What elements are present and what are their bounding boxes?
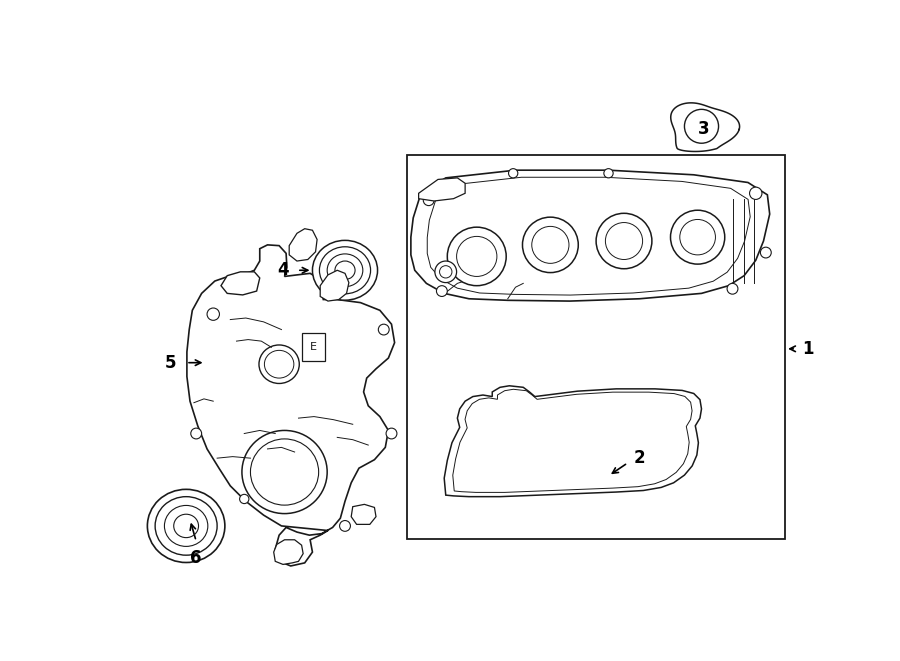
Polygon shape [445, 386, 701, 496]
Circle shape [760, 247, 771, 258]
Circle shape [523, 217, 579, 272]
Text: 4: 4 [277, 261, 289, 280]
Ellipse shape [148, 489, 225, 563]
Circle shape [508, 169, 518, 178]
Polygon shape [221, 272, 260, 295]
Polygon shape [187, 245, 394, 566]
Ellipse shape [242, 430, 328, 514]
Ellipse shape [312, 241, 378, 300]
Polygon shape [274, 540, 303, 564]
Circle shape [207, 308, 220, 321]
Bar [302, 333, 325, 361]
Polygon shape [320, 270, 349, 301]
Polygon shape [289, 229, 317, 261]
Circle shape [386, 428, 397, 439]
Text: 6: 6 [191, 549, 202, 567]
Ellipse shape [259, 345, 300, 383]
Polygon shape [418, 178, 465, 201]
Circle shape [339, 520, 350, 531]
Circle shape [685, 109, 718, 143]
Circle shape [239, 494, 249, 504]
Text: E: E [310, 342, 317, 352]
Text: 1: 1 [802, 340, 814, 358]
Circle shape [596, 214, 652, 269]
Text: 2: 2 [634, 449, 645, 467]
Circle shape [191, 428, 202, 439]
Circle shape [435, 261, 456, 283]
Polygon shape [411, 170, 770, 301]
Bar [407, 155, 785, 539]
Polygon shape [670, 103, 740, 151]
Text: 5: 5 [165, 354, 176, 371]
Circle shape [378, 324, 389, 335]
Circle shape [436, 286, 447, 297]
Circle shape [604, 169, 613, 178]
Circle shape [447, 227, 506, 286]
Polygon shape [351, 504, 376, 524]
Circle shape [727, 284, 738, 294]
Circle shape [750, 187, 762, 200]
Text: 3: 3 [698, 120, 709, 138]
Circle shape [423, 195, 434, 206]
Circle shape [670, 210, 724, 264]
